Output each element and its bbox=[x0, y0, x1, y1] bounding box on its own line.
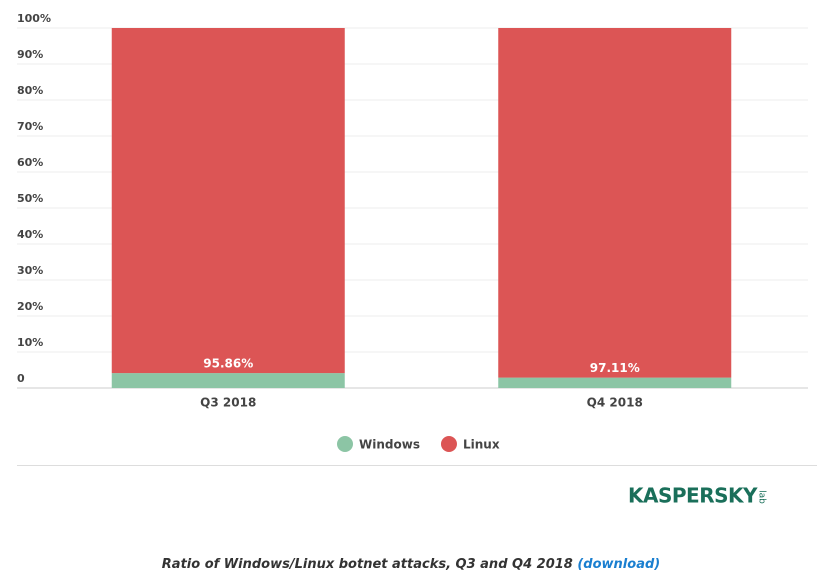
bar-segment bbox=[111, 28, 345, 374]
bar-segment bbox=[498, 377, 732, 388]
y-tick-label: 50% bbox=[17, 192, 43, 205]
y-tick-label: 100% bbox=[17, 12, 51, 25]
legend-marker bbox=[440, 436, 457, 452]
legend-marker bbox=[337, 436, 353, 452]
y-tick-label: 60% bbox=[17, 156, 43, 169]
y-tick-label: 80% bbox=[17, 84, 43, 97]
bar-segment bbox=[498, 28, 732, 378]
bar-segment bbox=[111, 373, 345, 388]
legend-label: Windows bbox=[359, 438, 420, 452]
y-tick-label: 70% bbox=[17, 120, 43, 133]
y-tick-label: 30% bbox=[17, 264, 43, 277]
caption: Ratio of Windows/Linux botnet attacks, Q… bbox=[162, 557, 660, 572]
caption-text: Ratio of Windows/Linux botnet attacks, Q… bbox=[162, 557, 573, 572]
y-tick-label: 20% bbox=[17, 300, 43, 313]
legend-label: Linux bbox=[463, 438, 500, 452]
x-tick-label: Q3 2018 bbox=[200, 396, 256, 410]
x-tick-label: Q4 2018 bbox=[587, 396, 643, 410]
y-tick-label: 90% bbox=[17, 48, 43, 61]
y-tick-label: 40% bbox=[17, 228, 43, 241]
y-tick-label: 10% bbox=[17, 336, 43, 349]
data-label: 97.11% bbox=[590, 361, 640, 375]
data-label: 95.86% bbox=[203, 357, 253, 371]
download-link[interactable]: (download) bbox=[577, 557, 660, 572]
logo-suffix: lab bbox=[757, 490, 767, 504]
y-tick-label: 0 bbox=[17, 372, 25, 385]
logo: KASPERSKY bbox=[628, 484, 758, 508]
